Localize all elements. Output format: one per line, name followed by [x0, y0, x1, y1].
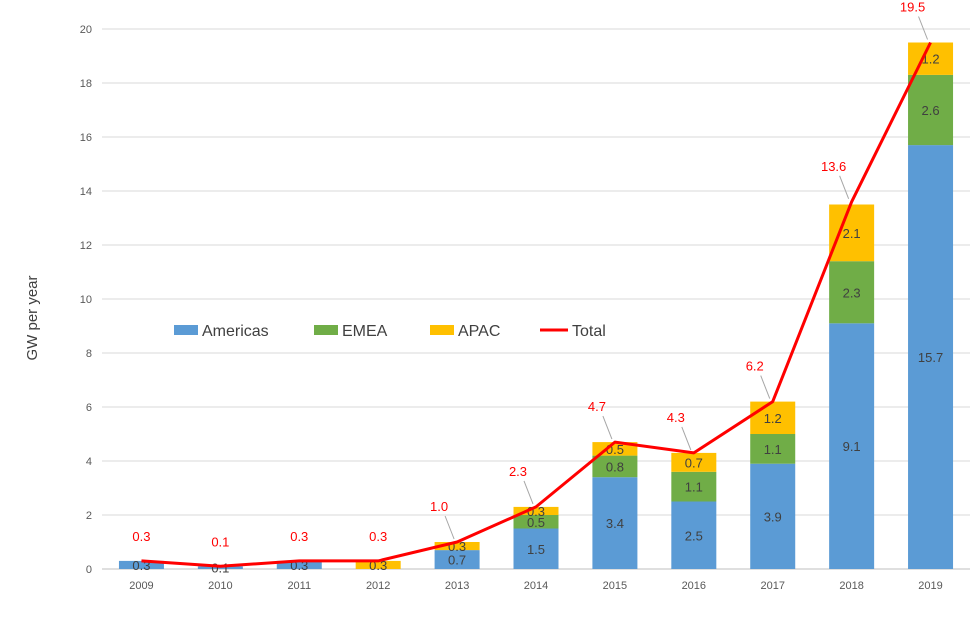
- x-tick-label: 2013: [445, 580, 469, 592]
- total-data-label: 0.1: [211, 534, 229, 549]
- data-label-americas: 2.5: [685, 528, 703, 543]
- x-tick-label: 2014: [524, 580, 548, 592]
- bar-americas-2013: [434, 550, 480, 569]
- leader-line: [444, 515, 455, 540]
- leader-line: [681, 426, 692, 451]
- data-label-emea: 1.1: [764, 442, 782, 457]
- bar-americas-2009: [118, 560, 164, 569]
- bar-apac-2013: [434, 542, 480, 551]
- data-label-emea: 2.3: [843, 285, 861, 300]
- total-data-label: 19.5: [900, 0, 925, 15]
- data-label-americas: 0.7: [448, 553, 466, 568]
- data-label-apac: 2.1: [843, 226, 861, 241]
- y-tick-label: 18: [80, 78, 92, 90]
- bars: 0.3 0.1 0.3 0.3 0.70.3 1.50.50.33.40.80.52.51…: [118, 42, 954, 576]
- x-axis-ticks: 2009 2010 2011 2012 2013 2014 2015 2016 2017 2018…: [129, 580, 943, 592]
- data-label-apac: 1.2: [922, 52, 940, 67]
- x-tick-label: 2015: [603, 580, 627, 592]
- bar-americas-2016: [671, 501, 717, 569]
- y-axis-ticks: 0 2 4 6 8 10 12 14 16 18 20: [80, 24, 92, 576]
- legend: Americas EMEA APAC Total: [174, 323, 606, 340]
- bar-emea-2018: [829, 261, 875, 324]
- bar-apac-2014: [513, 506, 559, 515]
- bar-americas-2019: [908, 145, 954, 569]
- bar-americas-2011: [276, 560, 322, 569]
- legend-swatch-americas: [174, 325, 198, 335]
- total-data-label: 4.3: [667, 410, 685, 425]
- leader-line: [918, 16, 929, 40]
- x-tick-label: 2010: [208, 580, 232, 592]
- leader-line: [760, 375, 771, 399]
- x-tick-label: 2016: [682, 580, 706, 592]
- x-tick-label: 2012: [366, 580, 390, 592]
- bar-emea-2016: [671, 471, 717, 502]
- bar-apac-2017: [750, 401, 796, 434]
- total-line-group: [141, 41, 932, 568]
- data-label-americas: 3.4: [606, 516, 624, 531]
- leader-line: [602, 415, 613, 440]
- bar-emea-2015: [592, 455, 638, 478]
- gridlines: [102, 28, 970, 570]
- bar-emea-2014: [513, 515, 559, 529]
- x-tick-label: 2018: [839, 580, 863, 592]
- leader-line: [523, 480, 534, 505]
- y-tick-label: 12: [80, 240, 92, 252]
- x-tick-label: 2011: [287, 580, 311, 592]
- y-tick-label: 4: [86, 456, 92, 468]
- legend-swatch-apac: [430, 325, 454, 335]
- data-label-emea: 0.8: [606, 459, 624, 474]
- y-tick-label: 6: [86, 402, 92, 414]
- legend-label-emea: EMEA: [342, 323, 388, 340]
- data-label-americas: 15.7: [918, 350, 943, 365]
- data-label-americas: 0.1: [211, 561, 229, 576]
- data-label-apac: 0.7: [685, 455, 703, 470]
- bar-americas-2014: [513, 528, 559, 569]
- bar-americas-2017: [750, 463, 796, 569]
- y-tick-label: 14: [80, 186, 92, 198]
- total-data-label: 4.7: [588, 399, 606, 414]
- data-label-emea: 0.5: [527, 515, 545, 530]
- total-labels: 0.3 0.1 0.3 0.3 1.0 2.3 4.7 4.3 6.2 13.6 19.5: [132, 0, 929, 549]
- total-data-label: 0.3: [290, 529, 308, 544]
- y-tick-label: 10: [80, 294, 92, 306]
- x-tick-label: 2019: [918, 580, 942, 592]
- y-tick-label: 2: [86, 510, 92, 522]
- bar-apac-2012: [355, 560, 401, 569]
- total-data-label: 0.3: [369, 529, 387, 544]
- data-label-americas: 1.5: [527, 542, 545, 557]
- total-data-label: 6.2: [746, 359, 764, 374]
- leader-line: [839, 175, 850, 199]
- bar-apac-2016: [671, 452, 717, 472]
- legend-swatch-emea: [314, 325, 338, 335]
- legend-label-americas: Americas: [202, 323, 269, 340]
- y-tick-label: 16: [80, 132, 92, 144]
- total-data-label: 1.0: [430, 499, 448, 514]
- total-line: [141, 41, 932, 568]
- y-tick-label: 0: [86, 564, 92, 576]
- bar-americas-2018: [829, 323, 875, 569]
- bar-emea-2017: [750, 434, 796, 464]
- legend-label-total: Total: [572, 323, 606, 340]
- x-tick-label: 2017: [760, 580, 784, 592]
- bar-emea-2019: [908, 74, 954, 146]
- total-data-label: 0.3: [132, 529, 150, 544]
- y-tick-label: 20: [80, 24, 92, 36]
- bar-americas-2015: [592, 477, 638, 569]
- bar-apac-2018: [829, 204, 875, 262]
- y-axis-label: GW per year: [24, 275, 41, 360]
- data-label-apac: 1.2: [764, 411, 782, 426]
- data-label-emea: 1.1: [685, 480, 703, 495]
- total-data-label: 13.6: [821, 159, 846, 174]
- y-tick-label: 8: [86, 348, 92, 360]
- data-label-emea: 2.6: [922, 103, 940, 118]
- x-tick-label: 2009: [129, 580, 153, 592]
- total-data-label: 2.3: [509, 464, 527, 479]
- legend-label-apac: APAC: [458, 323, 500, 340]
- data-label-americas: 9.1: [843, 439, 861, 454]
- data-label-americas: 3.9: [764, 509, 782, 524]
